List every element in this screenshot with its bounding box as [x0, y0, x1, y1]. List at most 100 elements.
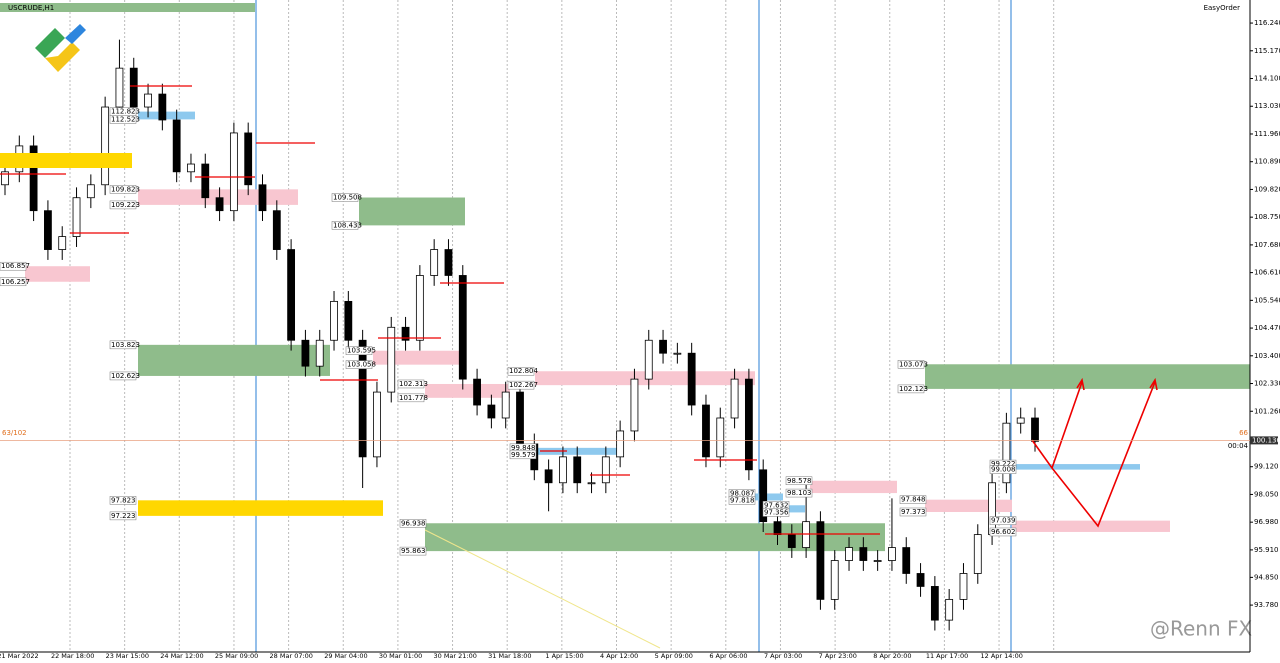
candle-body	[29, 145, 38, 212]
y-tick-label: 95.910	[1254, 546, 1279, 554]
zone-label: 97.848	[901, 496, 926, 504]
y-tick-label: 107.680	[1254, 241, 1280, 249]
candle-body	[444, 249, 453, 276]
y-tick-label: 98.050	[1254, 490, 1279, 498]
candle-body	[888, 547, 896, 561]
zone-label: 96.602	[991, 528, 1016, 536]
zone-label: 103.073	[899, 360, 928, 368]
x-tick-label: 30 Mar 01:00	[379, 652, 422, 660]
candle-body	[973, 534, 982, 574]
zone	[138, 111, 195, 120]
zone-label-box	[109, 371, 137, 381]
candle-body	[101, 106, 110, 186]
candle-body	[1002, 422, 1011, 484]
candle-body	[315, 339, 324, 367]
y-tick-label: 94.850	[1254, 573, 1279, 581]
zone-label: 97.818	[730, 496, 755, 504]
candle-body	[158, 93, 167, 121]
candle-body	[330, 300, 338, 341]
zone-label: 103.595	[347, 347, 376, 355]
top-zone	[0, 3, 255, 12]
zone-label: 97.223	[111, 512, 136, 520]
zone-label-box	[785, 488, 813, 498]
current-price-label: 100.136	[1252, 436, 1280, 444]
zone-label-box	[785, 476, 813, 486]
y-tick-label: 110.890	[1254, 158, 1280, 166]
y-tick-label: 96.980	[1254, 518, 1279, 526]
candle-body	[44, 210, 52, 250]
zone-label: 108.433	[333, 221, 362, 229]
candle-body	[988, 482, 996, 536]
y-tick-label: 99.120	[1254, 463, 1279, 471]
zone-label: 102.313	[399, 380, 428, 388]
candle-body	[916, 573, 925, 587]
zone-label-box	[109, 511, 137, 521]
candle-body	[516, 391, 524, 445]
zone	[810, 480, 897, 494]
zone	[138, 500, 383, 516]
zone-label-box	[509, 450, 537, 460]
y-tick-label: 103.400	[1254, 352, 1280, 360]
y-tick-label: 115.170	[1254, 47, 1280, 55]
y-tick-label: 104.470	[1254, 324, 1280, 332]
candle-body	[873, 560, 882, 562]
right-tag: 66	[1239, 429, 1248, 437]
zone-label-box	[762, 508, 790, 517]
candle-body	[816, 521, 825, 600]
x-tick-label: 4 Apr 12:00	[600, 652, 638, 660]
candle-body	[244, 132, 253, 186]
candle-body	[258, 184, 267, 212]
trend-line	[424, 529, 661, 649]
logo	[35, 24, 86, 72]
zone-label: 97.039	[991, 517, 1016, 525]
x-tick-label: 25 Mar 09:00	[215, 652, 258, 660]
candle-body	[115, 67, 124, 108]
zone-label: 99.222	[991, 460, 1016, 468]
x-tick-label: 11 Apr 17:00	[926, 652, 968, 660]
zone-label: 96.938	[401, 519, 426, 527]
candle-body	[172, 119, 181, 173]
zone-label: 98.578	[787, 477, 812, 485]
x-tick-label: 24 Mar 12:00	[160, 652, 203, 660]
zone-label: 109.508	[333, 194, 362, 202]
zone-label: 101.778	[399, 394, 428, 402]
candle-body	[487, 404, 496, 419]
zone-label: 99.579	[511, 451, 536, 459]
current-price-box	[1250, 436, 1278, 445]
zone-label-box	[109, 185, 137, 194]
candle-body	[473, 378, 481, 406]
candle-body	[902, 547, 911, 574]
candle-body	[215, 197, 224, 212]
candle-body	[716, 417, 725, 458]
candle-body	[802, 521, 811, 548]
candle-body	[358, 339, 367, 458]
zone-label-box	[109, 115, 137, 124]
order-panel[interactable]: EasyOrder	[1204, 4, 1241, 12]
zone-label: 103.823	[111, 341, 140, 349]
zone-label: 97.373	[901, 508, 926, 516]
candle-body	[930, 586, 939, 621]
candle-body	[730, 378, 739, 419]
candle-body	[945, 598, 954, 621]
candle-body	[373, 391, 381, 458]
zone-label-box	[728, 496, 756, 505]
candle-body	[601, 456, 610, 484]
zone-label: 103.058	[347, 361, 376, 369]
zone	[138, 344, 330, 376]
zone-label: 106.857	[1, 262, 30, 270]
left-zone	[0, 153, 132, 168]
candle-body	[201, 163, 210, 199]
candle-body	[959, 573, 968, 600]
zone	[138, 189, 298, 205]
candle-body	[187, 163, 195, 173]
zone-label-box	[899, 507, 927, 517]
zone	[25, 266, 90, 282]
y-tick-label: 109.820	[1254, 185, 1280, 193]
zone-label-box	[989, 527, 1017, 537]
x-tick-label: 29 Mar 04:00	[324, 652, 367, 660]
candle-body	[458, 275, 467, 380]
zone-label-box	[109, 340, 137, 350]
candle-body	[616, 430, 625, 458]
